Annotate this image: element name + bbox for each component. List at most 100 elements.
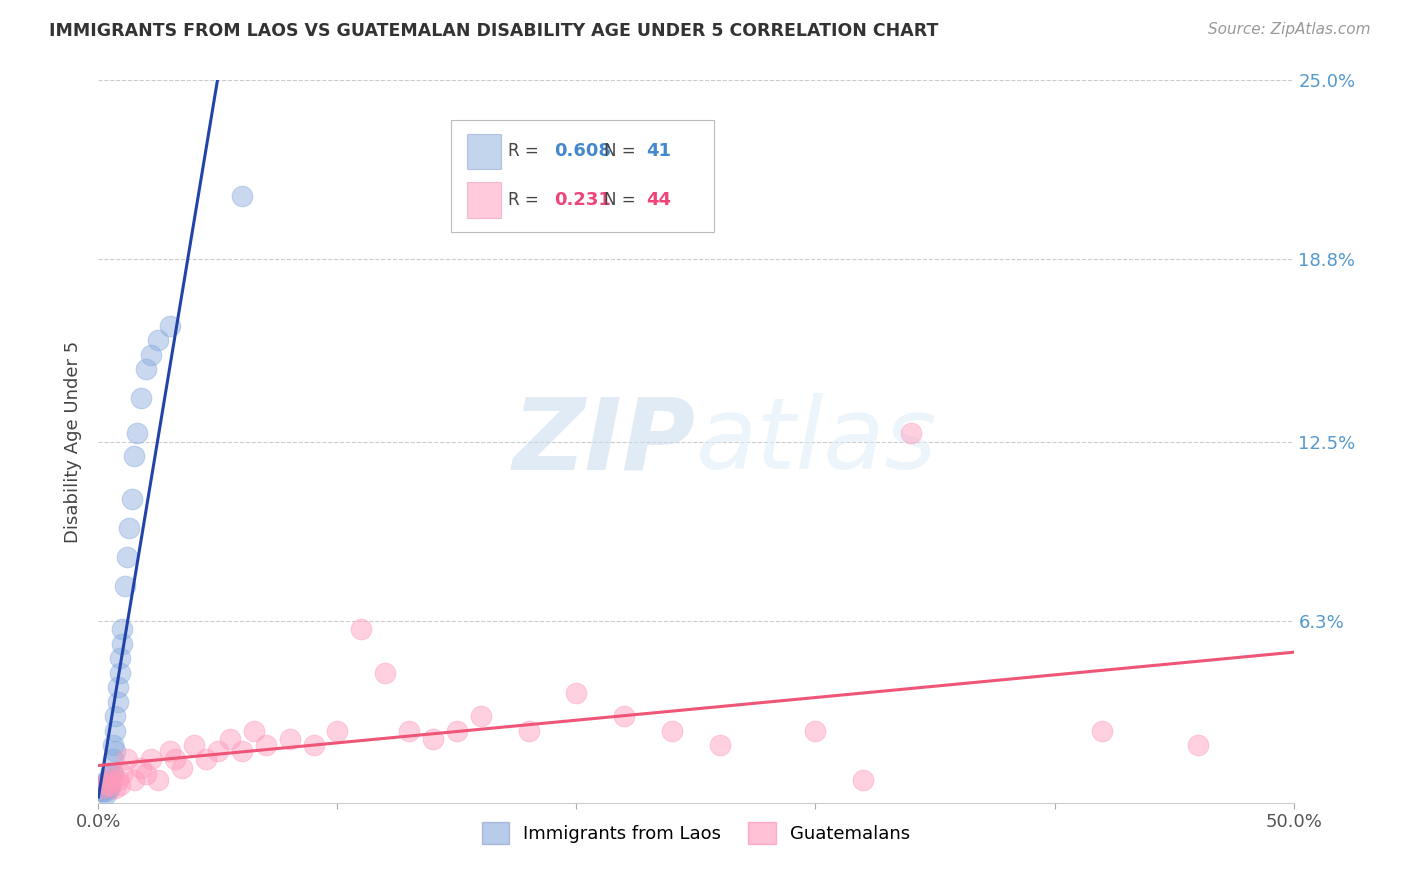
Point [101, 752, 124, 766]
Point [219, 732, 242, 747]
Point [163, 752, 186, 766]
FancyBboxPatch shape [467, 182, 501, 218]
Point [374, 665, 396, 680]
Point [398, 723, 420, 738]
Point [131, 761, 153, 775]
Point [101, 767, 124, 781]
Point [231, 744, 253, 758]
Point [111, 623, 134, 637]
FancyBboxPatch shape [451, 120, 714, 232]
Point [108, 665, 131, 680]
Point [94, 787, 117, 801]
Point [90, 781, 112, 796]
Point [111, 637, 134, 651]
Text: ZIP: ZIP [513, 393, 696, 490]
Point [243, 723, 266, 738]
Point [517, 723, 540, 738]
Point [172, 761, 194, 775]
Point [104, 744, 127, 758]
Point [1091, 723, 1114, 738]
Point [278, 732, 301, 747]
Point [97, 781, 120, 796]
Text: 41: 41 [645, 142, 671, 160]
Point [709, 738, 731, 752]
Point [118, 521, 141, 535]
Point [139, 752, 162, 766]
Point [94, 784, 117, 798]
Point [470, 709, 492, 723]
Point [101, 738, 124, 752]
Point [104, 781, 127, 796]
Point [139, 348, 162, 362]
Point [124, 772, 146, 787]
Point [94, 775, 117, 789]
Point [98, 781, 122, 796]
Point [195, 752, 218, 766]
Point [121, 492, 143, 507]
Point [91, 784, 114, 798]
Point [108, 651, 131, 665]
Text: R =: R = [509, 191, 544, 209]
Point [804, 723, 827, 738]
Point [852, 772, 875, 787]
Point [135, 767, 157, 781]
Point [148, 772, 170, 787]
Point [131, 391, 153, 405]
Text: R =: R = [509, 142, 544, 160]
Legend: Immigrants from Laos, Guatemalans: Immigrants from Laos, Guatemalans [475, 815, 917, 852]
Point [98, 779, 122, 793]
Point [115, 550, 138, 565]
Point [613, 709, 636, 723]
Point [97, 775, 120, 789]
Point [98, 772, 122, 787]
Point [422, 732, 444, 747]
Point [159, 318, 181, 333]
Point [91, 781, 114, 796]
Point [91, 781, 114, 796]
Text: 44: 44 [645, 191, 671, 209]
Point [661, 723, 683, 738]
Text: 0.608: 0.608 [554, 142, 610, 160]
Point [104, 709, 127, 723]
Point [900, 425, 922, 440]
Point [207, 744, 229, 758]
Point [101, 767, 124, 781]
Text: IMMIGRANTS FROM LAOS VS GUATEMALAN DISABILITY AGE UNDER 5 CORRELATION CHART: IMMIGRANTS FROM LAOS VS GUATEMALAN DISAB… [49, 22, 939, 40]
Point [98, 772, 122, 787]
Point [114, 579, 136, 593]
Point [97, 772, 120, 787]
Point [148, 334, 170, 348]
Point [135, 362, 157, 376]
Point [1187, 738, 1209, 752]
Point [107, 772, 129, 787]
Text: atlas: atlas [696, 393, 938, 490]
Point [302, 738, 325, 752]
Point [124, 449, 146, 463]
Point [94, 781, 117, 796]
Point [91, 775, 114, 789]
Point [183, 738, 205, 752]
Point [90, 784, 112, 798]
Text: 0.231: 0.231 [554, 191, 610, 209]
Text: N =: N = [605, 191, 641, 209]
Point [326, 723, 349, 738]
Point [111, 767, 134, 781]
Point [104, 723, 127, 738]
Point [98, 767, 122, 781]
Point [91, 779, 114, 793]
Point [231, 189, 253, 203]
Point [254, 738, 277, 752]
Point [107, 695, 129, 709]
Point [565, 686, 588, 700]
Text: Source: ZipAtlas.com: Source: ZipAtlas.com [1208, 22, 1371, 37]
Point [159, 744, 181, 758]
Point [94, 779, 117, 793]
Point [446, 723, 468, 738]
Point [350, 623, 373, 637]
Point [97, 779, 120, 793]
Point [125, 425, 148, 440]
Text: N =: N = [605, 142, 641, 160]
FancyBboxPatch shape [467, 134, 501, 169]
Point [108, 779, 131, 793]
Point [107, 680, 129, 694]
